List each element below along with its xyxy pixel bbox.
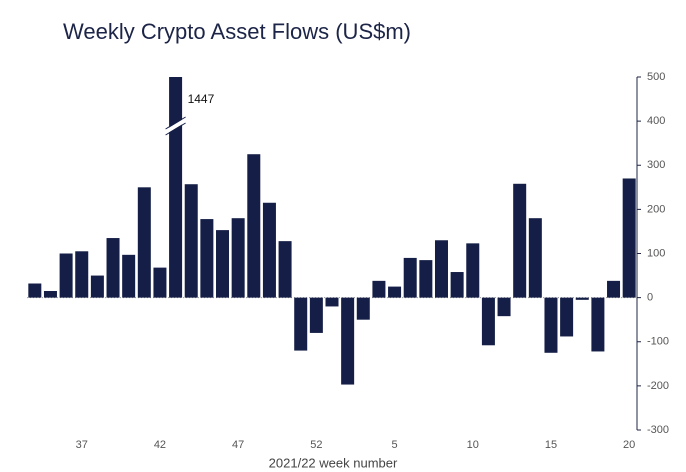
bar: [356, 297, 370, 320]
y-tick-label: 200: [647, 203, 665, 215]
y-tick-label: 0: [647, 292, 653, 304]
bar: [59, 253, 73, 298]
bar: [278, 241, 292, 298]
value-label: 1447: [188, 92, 215, 106]
bar: [372, 280, 386, 298]
x-tick-label: 47: [232, 439, 244, 451]
bar: [184, 184, 198, 298]
x-tick-label: 52: [310, 439, 322, 451]
bar: [607, 280, 621, 298]
bar: [419, 260, 433, 298]
bar: [513, 183, 527, 298]
bar: [200, 219, 214, 298]
bar: [28, 283, 42, 298]
bar: [591, 297, 605, 352]
y-tick-label: -300: [647, 424, 669, 436]
bar: [262, 202, 276, 298]
bar: [247, 154, 261, 298]
y-tick-label: -200: [647, 380, 669, 392]
chart-title: Weekly Crypto Asset Flows (US$m): [63, 19, 411, 44]
bar: [325, 297, 339, 307]
bar: [622, 178, 636, 298]
bar: [106, 238, 120, 298]
bar: [528, 218, 542, 298]
x-tick-label: 37: [76, 439, 88, 451]
bar: [75, 251, 89, 298]
bar: [231, 218, 245, 298]
bar: [90, 275, 104, 298]
y-tick-label: 100: [647, 247, 665, 259]
bar: [466, 243, 480, 298]
axis-break: [165, 122, 186, 136]
axis-break: [164, 118, 187, 134]
bar: [497, 297, 511, 317]
x-tick-label: 42: [154, 439, 166, 451]
y-tick-label: 500: [647, 71, 665, 83]
x-axis-title: 2021/22 week number: [269, 455, 398, 470]
bar: [216, 230, 230, 298]
bar: [388, 286, 402, 298]
x-tick-label: 20: [623, 439, 635, 451]
x-tick-label: 10: [467, 439, 479, 451]
bar: [560, 297, 574, 337]
bar: [169, 77, 183, 298]
bar: [481, 297, 495, 346]
bar: [137, 187, 151, 298]
y-tick-label: -100: [647, 336, 669, 348]
axis-break: [165, 116, 186, 130]
bar: [294, 297, 308, 351]
bar: [341, 297, 355, 385]
bar: [403, 257, 417, 298]
x-tick-label: 5: [392, 439, 398, 451]
y-tick-label: 400: [647, 115, 665, 127]
bar: [450, 272, 464, 298]
bar: [153, 267, 167, 298]
x-tick-label: 15: [545, 439, 557, 451]
bar: [43, 291, 57, 298]
bar: [309, 297, 323, 333]
bar: [575, 297, 589, 300]
bar: [434, 240, 448, 298]
y-tick-label: 300: [647, 159, 665, 171]
bar: [544, 297, 558, 353]
bar: [122, 254, 136, 298]
